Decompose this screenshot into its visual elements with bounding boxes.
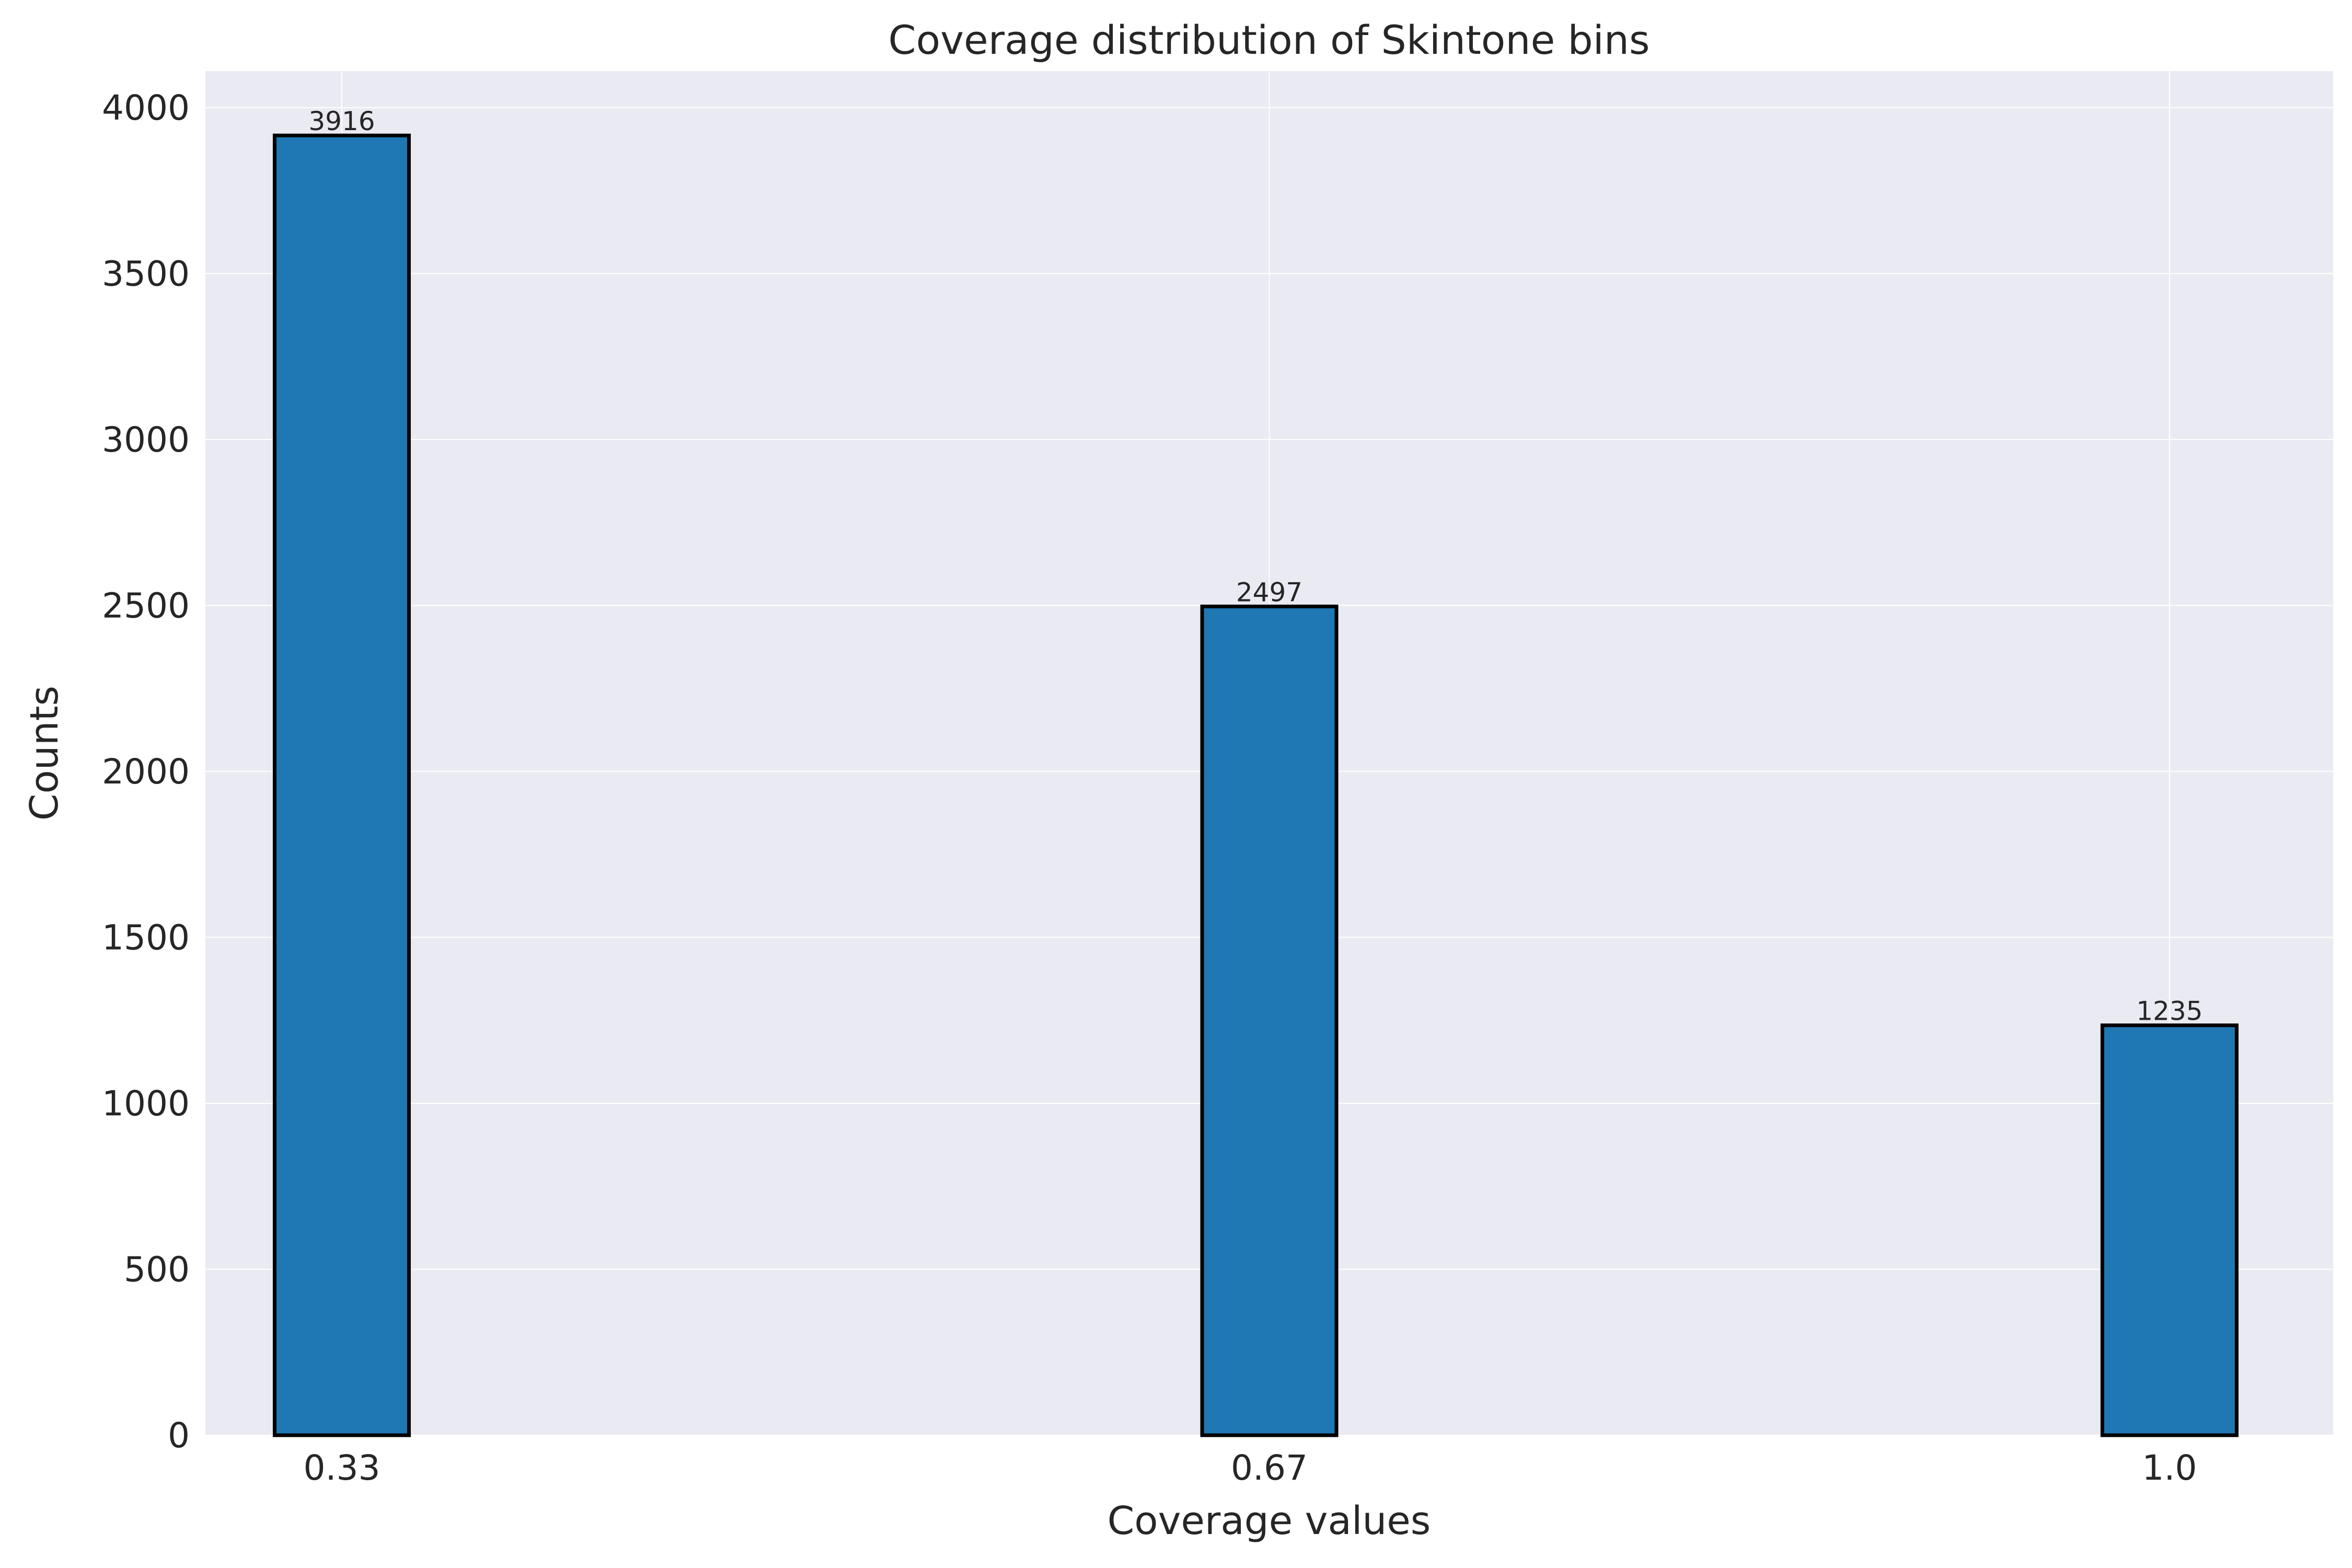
y-tick-label: 3000 xyxy=(102,420,190,460)
y-tick-label: 500 xyxy=(124,1249,190,1289)
x-axis-title: Coverage values xyxy=(1108,1498,1431,1543)
y-tick-label: 2500 xyxy=(102,585,190,626)
y-tick-label: 1500 xyxy=(102,917,190,958)
y-tick-label: 3500 xyxy=(102,253,190,294)
chart-title: Coverage distribution of Skintone bins xyxy=(889,17,1650,63)
data-labels: 3916 2497 1235 xyxy=(308,106,2203,1027)
bar-value-label: 3916 xyxy=(308,106,375,136)
x-tick-label: 0.33 xyxy=(303,1448,380,1488)
bar xyxy=(1200,604,1339,1437)
y-tick-label: 4000 xyxy=(102,88,190,128)
bar xyxy=(2100,1023,2239,1437)
x-tick-label: 1.0 xyxy=(2142,1448,2197,1488)
y-tick-label: 1000 xyxy=(102,1083,190,1124)
x-tick-labels: 0.33 0.67 1.0 xyxy=(303,1448,2197,1488)
x-tick-label: 0.67 xyxy=(1231,1448,1308,1488)
bar-value-label: 1235 xyxy=(2136,996,2203,1027)
y-axis-title: Counts xyxy=(22,686,67,821)
y-tick-label: 0 xyxy=(168,1415,190,1456)
bar xyxy=(272,133,411,1437)
bar-value-label: 2497 xyxy=(1236,577,1302,607)
y-tick-labels: 0 500 1000 1500 2000 2500 3000 3500 4000 xyxy=(102,88,190,1456)
y-tick-label: 2000 xyxy=(102,752,190,792)
bars xyxy=(272,133,2239,1437)
